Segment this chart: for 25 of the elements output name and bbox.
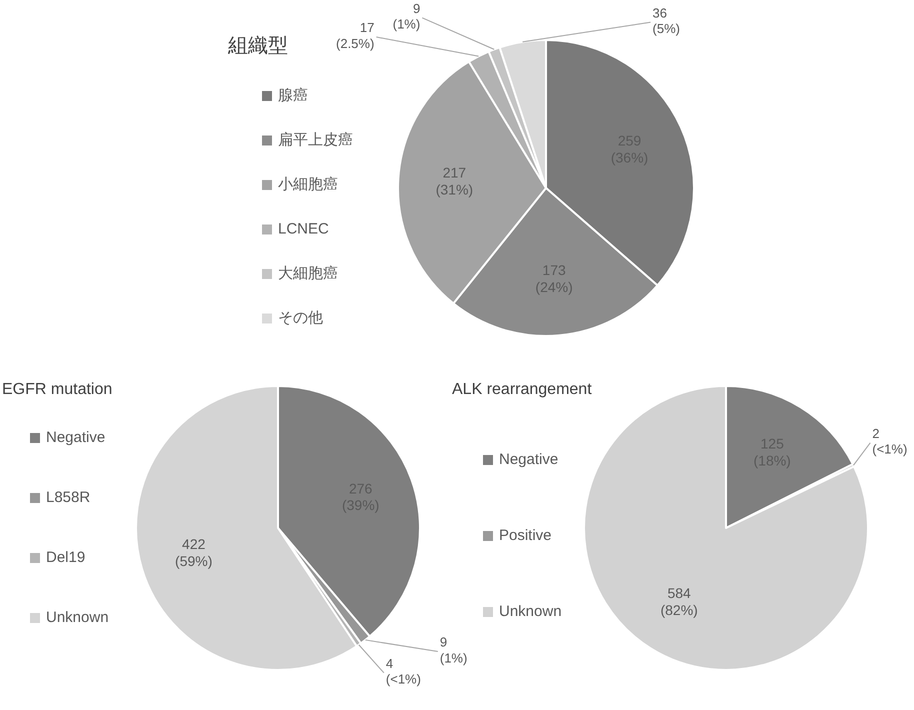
data-label: 17 (2.5%) <box>336 20 374 52</box>
legend-label: 扁平上皮癌 <box>278 131 353 148</box>
legend-label: Negative <box>499 450 558 468</box>
legend-label: L858R <box>46 488 90 506</box>
legend-label: 大細胞癌 <box>278 264 338 282</box>
data-label: 217 (31%) <box>436 164 474 198</box>
legend-label: その他 <box>278 309 323 326</box>
data-label: 584 (82%) <box>660 584 698 618</box>
legend-label: 小細胞癌 <box>278 176 338 193</box>
data-label: 4 (<1%) <box>386 656 421 688</box>
legend-label: Positive <box>499 526 552 544</box>
data-label: 36 (5%) <box>652 6 680 36</box>
legend-label: Unknown <box>46 608 109 626</box>
data-label: 9 (1%) <box>392 1 420 32</box>
data-label: 422 (59%) <box>175 536 212 569</box>
legend-label: LCNEC <box>278 220 330 238</box>
chart-title: ALK rearrangement <box>452 381 592 398</box>
chart-title: EGFR mutation <box>2 381 112 398</box>
legend-label: 腺癌 <box>278 86 308 104</box>
legend-label: Del19 <box>46 548 86 566</box>
data-label: 2 (<1%) <box>872 426 908 458</box>
data-label: 9 (1%) <box>440 635 468 666</box>
legend-label: Unknown <box>499 602 562 620</box>
text: 組織型 <box>227 35 288 57</box>
legend-label: Negative <box>46 428 106 446</box>
